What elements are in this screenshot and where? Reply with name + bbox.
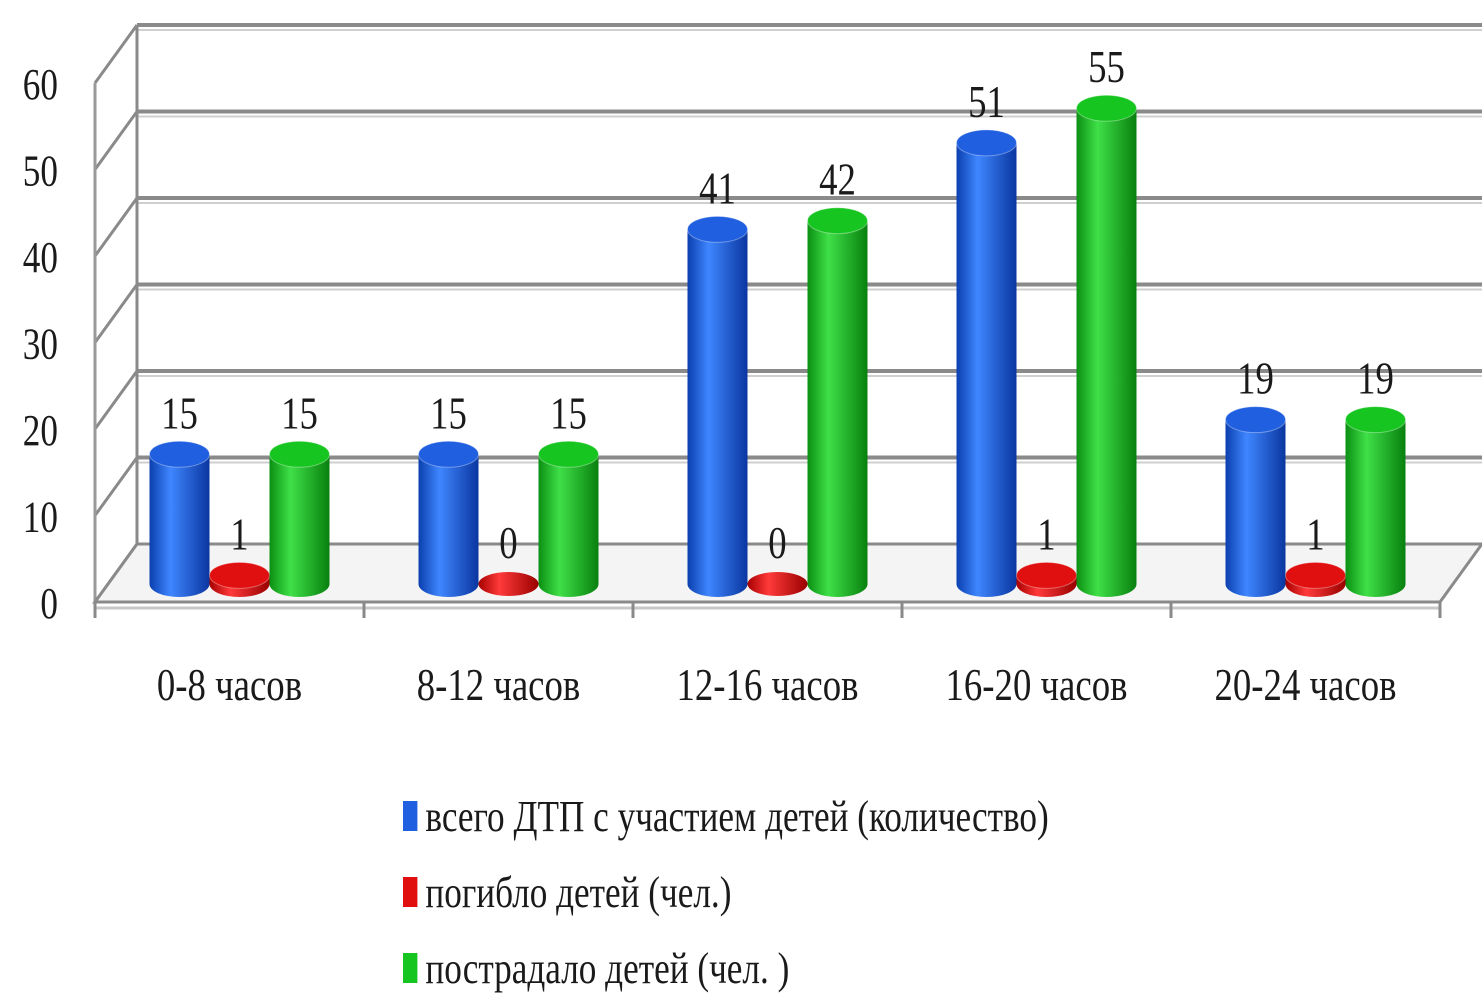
bar-body <box>1345 419 1406 598</box>
bar-top <box>1225 406 1286 434</box>
data-label: 15 <box>281 388 318 439</box>
x-tick-label: 16-20 часов <box>946 660 1128 711</box>
y-tick-label: 30 <box>23 319 58 369</box>
bar-body <box>538 454 599 598</box>
bar-total <box>687 215 748 598</box>
bar-injured <box>807 207 868 598</box>
side-gridline <box>93 370 139 430</box>
x-tick-label: 0-8 часов <box>157 660 302 711</box>
side-gridline <box>93 283 139 344</box>
bar-top <box>956 129 1017 157</box>
y-tick-label: 40 <box>23 232 58 282</box>
bar-injured <box>538 440 599 598</box>
side-gridline <box>93 110 139 171</box>
bar-top <box>1076 94 1137 122</box>
bar-body <box>149 454 210 598</box>
bar-injured <box>269 440 330 598</box>
bar-total <box>418 440 479 598</box>
bar-body <box>956 142 1017 598</box>
data-label: 41 <box>699 164 736 215</box>
bar-top <box>418 440 479 468</box>
bar-top <box>747 572 808 596</box>
data-label: 15 <box>550 388 587 439</box>
side-gridline <box>93 197 139 257</box>
data-label: 42 <box>819 155 856 206</box>
bar-total <box>956 129 1017 598</box>
data-label: 19 <box>1357 354 1394 405</box>
data-label: 1 <box>1037 510 1055 561</box>
bar-total <box>149 440 210 598</box>
y-tick-label: 0 <box>40 578 58 628</box>
y-tick-label: 50 <box>23 146 58 196</box>
bar-top <box>149 440 210 468</box>
bar-top <box>538 440 599 468</box>
legend-label-total: всего ДТП с участием детей (количество) <box>425 791 1049 841</box>
x-tick-label: 8-12 часов <box>417 660 581 711</box>
data-label: 1 <box>1306 510 1324 561</box>
bar-top <box>1016 561 1077 589</box>
bar-total <box>1225 406 1286 598</box>
bar-top <box>209 561 270 589</box>
x-tick-label: 12-16 часов <box>677 660 859 711</box>
data-label: 0 <box>499 518 517 569</box>
side-gridline <box>93 24 139 84</box>
y-tick-label: 10 <box>23 492 58 542</box>
legend: всего ДТП с участием детей (количество) … <box>403 778 1049 1001</box>
data-label: 55 <box>1088 42 1125 93</box>
bar-killed <box>209 561 270 598</box>
data-label: 51 <box>968 77 1005 128</box>
data-label: 1 <box>230 510 248 561</box>
legend-item-injured: пострадало детей (чел. ) <box>403 930 1049 1001</box>
legend-swatch-killed <box>403 877 418 907</box>
bar-killed <box>478 572 539 596</box>
bar-killed <box>1285 561 1346 598</box>
bar-top <box>269 440 330 468</box>
bar-top <box>687 215 748 243</box>
y-tick-label: 20 <box>23 405 58 455</box>
bar-killed <box>1016 561 1077 598</box>
legend-swatch-total <box>403 801 418 831</box>
bar-body <box>269 454 330 598</box>
x-tick-label: 20-24 часов <box>1215 660 1397 711</box>
bar-top <box>1345 406 1406 434</box>
bar-body <box>1225 419 1286 598</box>
data-label: 15 <box>430 388 467 439</box>
bar-killed <box>747 572 808 596</box>
bar-body <box>1076 108 1137 598</box>
legend-label-killed: погибло детей (чел.) <box>425 867 732 917</box>
bar-top <box>478 572 539 596</box>
bar-top <box>1285 561 1346 589</box>
bar-injured <box>1076 94 1137 598</box>
legend-swatch-injured <box>403 953 418 983</box>
data-label: 15 <box>161 388 198 439</box>
side-gridline <box>93 456 139 517</box>
bar-top <box>807 207 868 235</box>
data-label: 0 <box>768 518 786 569</box>
data-label: 19 <box>1237 354 1274 405</box>
bar-injured <box>1345 406 1406 598</box>
legend-item-total: всего ДТП с участием детей (количество) <box>403 778 1049 854</box>
y-tick-label: 60 <box>23 59 58 109</box>
bar-body <box>418 454 479 598</box>
bar-body <box>687 229 748 598</box>
legend-label-injured: пострадало детей (чел. ) <box>425 943 790 993</box>
bar-body <box>807 220 868 598</box>
legend-item-killed: погибло детей (чел.) <box>403 854 1049 930</box>
